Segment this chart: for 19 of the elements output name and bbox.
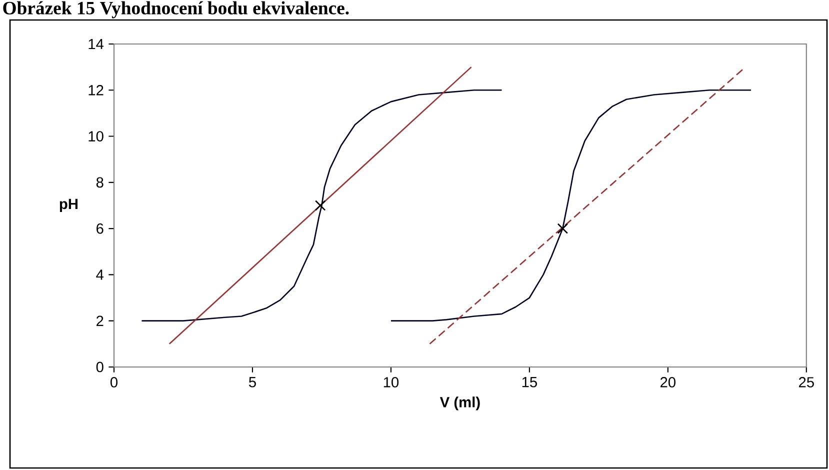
chart-title: Obrázek 15 Vyhodnocení bodu ekvivalence. bbox=[3, 1, 349, 18]
x-axis-title: V (ml) bbox=[440, 396, 480, 410]
y-tick-label: 2 bbox=[96, 316, 104, 326]
y-tick-label: 8 bbox=[96, 177, 104, 188]
y-tick-label: 12 bbox=[88, 85, 104, 96]
line-series bbox=[390, 89, 752, 322]
y-tick-label: 14 bbox=[88, 38, 104, 50]
x-tick-label: 0 bbox=[110, 377, 118, 388]
x-tick-label: 15 bbox=[522, 377, 537, 388]
y-tick-label: 4 bbox=[96, 270, 104, 280]
y-axis-title: pH bbox=[60, 198, 78, 212]
y-tick-label: 0 bbox=[96, 362, 104, 372]
x-tick-label: 5 bbox=[248, 377, 256, 388]
line-series bbox=[141, 89, 502, 322]
x-tick-label: 25 bbox=[798, 377, 814, 388]
x-tick-label: 10 bbox=[384, 377, 399, 388]
y-tick-label: 6 bbox=[96, 223, 104, 234]
x-tick-label: 20 bbox=[660, 377, 676, 388]
y-tick-label: 10 bbox=[88, 131, 104, 142]
